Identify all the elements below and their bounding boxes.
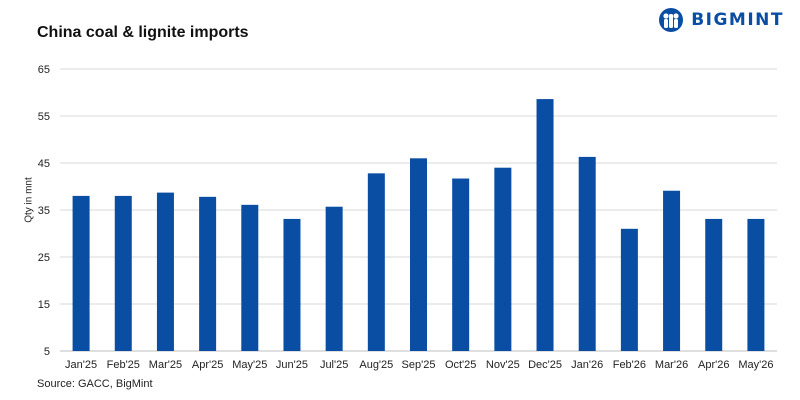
y-tick-labels: 5 15 25 35 45 55 65 — [38, 64, 50, 358]
bar — [325, 206, 343, 351]
x-tick-label: Jan'26 — [571, 359, 603, 371]
x-tick-label: Mar'25 — [149, 359, 182, 371]
bar — [578, 156, 596, 351]
bar — [283, 218, 301, 351]
x-tick-label: Feb'26 — [613, 359, 646, 371]
bar — [410, 158, 427, 351]
x-tick-label: May'26 — [738, 359, 773, 371]
x-tick-label: Jul'25 — [320, 359, 348, 371]
brand-logo: BIGMINT — [657, 7, 784, 33]
x-tick-label: Oct'25 — [445, 359, 476, 371]
y-tick-label: 5 — [44, 346, 50, 358]
x-tick-label: Mar'26 — [655, 359, 688, 371]
bar — [663, 190, 681, 351]
x-tick-label: Sep'25 — [402, 359, 436, 371]
bar — [747, 218, 765, 351]
bar — [72, 195, 90, 351]
x-tick-label: Jun'25 — [276, 359, 308, 371]
y-tick-label: 65 — [38, 64, 50, 76]
x-tick-label: Jan'25 — [65, 359, 97, 371]
x-tick-label: Apr'26 — [698, 359, 729, 371]
x-tick-label: Dec'25 — [528, 359, 562, 371]
brand-name: BIGMINT — [691, 10, 784, 30]
bar — [114, 195, 132, 351]
bar — [367, 173, 385, 351]
bar — [156, 192, 174, 351]
bars — [72, 99, 765, 351]
bar — [452, 178, 470, 351]
bar — [199, 196, 217, 351]
x-tick-label: Apr'25 — [192, 359, 223, 371]
source-note: Source: GACC, BigMint — [37, 378, 153, 390]
x-tick-label: Aug'25 — [359, 359, 393, 371]
x-tick-label: Feb'25 — [107, 359, 140, 371]
bar — [536, 99, 554, 351]
x-tick-labels: Jan'25 Feb'25 Mar'25 Apr'25 May'25 Jun'25 Jul'… — [65, 359, 773, 371]
y-tick-label: 25 — [38, 252, 50, 264]
bigmint-logo-icon — [659, 8, 684, 32]
bar — [494, 167, 512, 351]
y-tick-label: 15 — [38, 299, 50, 311]
chart-title: China coal & lignite imports — [37, 24, 249, 41]
bar — [241, 204, 259, 351]
x-tick-label: May'25 — [232, 359, 267, 371]
bar — [705, 218, 723, 351]
bar — [620, 228, 638, 351]
y-tick-label: 45 — [38, 158, 50, 170]
x-tick-label: Nov'25 — [486, 359, 520, 371]
y-tick-label: 55 — [38, 111, 50, 123]
y-tick-label: 35 — [38, 205, 50, 217]
